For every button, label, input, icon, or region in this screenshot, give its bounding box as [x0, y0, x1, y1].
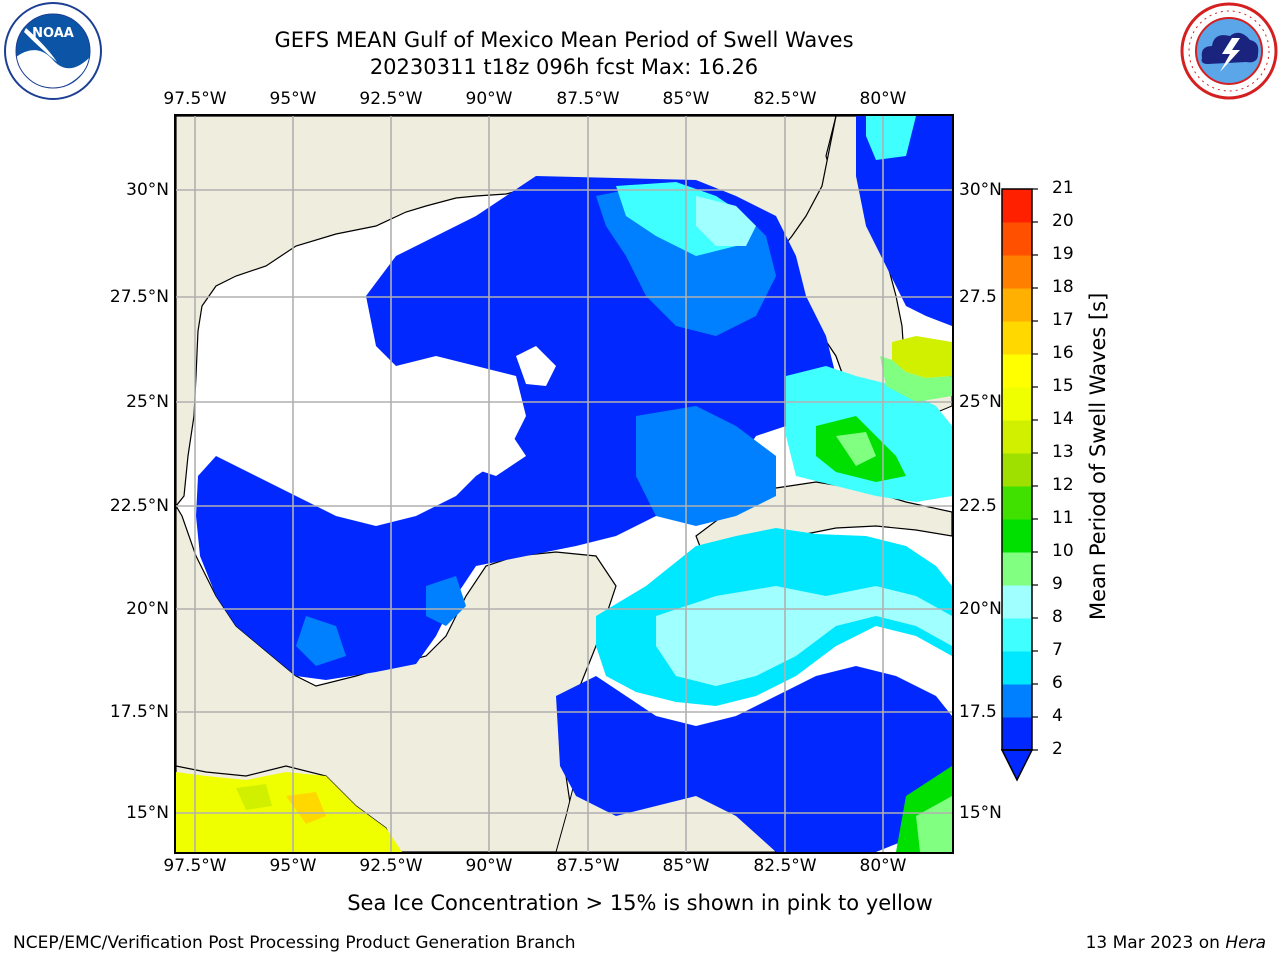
lon-label-bottom: 87.5°W [556, 856, 620, 876]
colorbar-tick-label: 8 [1052, 607, 1063, 627]
colorbar-frame [1001, 188, 1033, 751]
lat-label-left: 25°N [126, 392, 169, 412]
lon-label-bottom: 92.5°W [359, 856, 423, 876]
colorbar-tick-label: 4 [1052, 706, 1063, 726]
colorbar-band [1002, 717, 1032, 751]
colorbar-tick-label: 19 [1052, 244, 1074, 264]
colorbar-label: Mean Period of Swell Waves [s] [1086, 292, 1110, 620]
colorbar-band [1002, 651, 1032, 685]
lat-label-right: 17.5 [959, 702, 997, 722]
colorbar-band [1002, 453, 1032, 487]
lat-label-right: 27.5 [959, 287, 997, 307]
colorbar-tick-label: 11 [1052, 508, 1074, 528]
lon-label-top: 90°W [465, 89, 513, 109]
pacific-yellow-band [176, 772, 402, 852]
colorbar-tick-label: 10 [1052, 541, 1074, 561]
colorbar-tick-label: 12 [1052, 475, 1074, 495]
colorbar-band [1002, 288, 1032, 322]
swell-period-map [174, 114, 954, 854]
colorbar-band [1002, 519, 1032, 553]
lat-label-right: 30°N [959, 180, 1002, 200]
lon-label-top: 85°W [662, 89, 710, 109]
colorbar-band [1002, 420, 1032, 454]
title-line-1: GEFS MEAN Gulf of Mexico Mean Period of … [274, 28, 854, 52]
lon-label-bottom: 82.5°W [753, 856, 817, 876]
colorbar-band [1002, 552, 1032, 586]
lat-label-right: 22.5 [959, 496, 997, 516]
colorbar-tick-label: 2 [1052, 739, 1063, 759]
colorbar-band [1002, 189, 1032, 223]
colorbar-band [1002, 684, 1032, 718]
lat-label-left: 22.5°N [109, 496, 169, 516]
swell-green-bahamas [880, 356, 952, 402]
graticule [176, 116, 952, 852]
lat-label-right: 20°N [959, 599, 1002, 619]
lon-label-top: 87.5°W [556, 89, 620, 109]
colorbar-extend-arrow [1000, 749, 1034, 782]
lat-label-left: 17.5°N [109, 702, 169, 722]
lon-label-bottom: 80°W [859, 856, 907, 876]
title-line-2: 20230311 t18z 096h fcst Max: 16.26 [369, 55, 759, 79]
lon-label-top: 80°W [859, 89, 907, 109]
colorbar-tick-label: 14 [1052, 409, 1074, 429]
colorbar-band [1002, 585, 1032, 619]
colorbar-tick-label: 18 [1052, 277, 1074, 297]
colorbar-band [1002, 387, 1032, 421]
lon-label-top: 82.5°W [753, 89, 817, 109]
nws-logo [1178, 2, 1280, 100]
lon-label-top: 92.5°W [359, 89, 423, 109]
colorbar-tick-label: 16 [1052, 343, 1074, 363]
colorbar-tick-label: 15 [1052, 376, 1074, 396]
noaa-logo-text: NOAA [32, 26, 74, 41]
colorbar-band [1002, 618, 1032, 652]
lat-label-left: 30°N [126, 180, 169, 200]
colorbar-band [1002, 354, 1032, 388]
swell-yellow-bahamas [892, 336, 952, 378]
colorbar [1000, 186, 1060, 786]
colorbar-band [1002, 255, 1032, 289]
colorbar-tick-label: 9 [1052, 574, 1063, 594]
lat-label-right: 25°N [959, 392, 1002, 412]
footer-date-text: 13 Mar 2023 on [1085, 933, 1226, 953]
colorbar-band [1002, 486, 1032, 520]
lon-label-bottom: 90°W [465, 856, 513, 876]
lon-label-top: 97.5°W [163, 89, 227, 109]
swell-blue-atlantic [856, 116, 952, 326]
lat-label-left: 27.5°N [109, 287, 169, 307]
lat-label-left: 15°N [126, 803, 169, 823]
colorbar-tick-label: 6 [1052, 673, 1063, 693]
noaa-logo: NOAA [2, 2, 104, 100]
colorbar-tick-label: 13 [1052, 442, 1074, 462]
footer-date: 13 Mar 2023 on Hera [1086, 933, 1266, 953]
lon-label-bottom: 95°W [269, 856, 317, 876]
colorbar-band [1002, 222, 1032, 256]
colorbar-tick-label: 21 [1052, 178, 1074, 198]
sea-ice-caption: Sea Ice Concentration > 15% is shown in … [347, 891, 933, 915]
lon-label-bottom: 97.5°W [163, 856, 227, 876]
lon-label-bottom: 85°W [662, 856, 710, 876]
colorbar-tick-label: 17 [1052, 310, 1074, 330]
lat-label-right: 15°N [959, 803, 1002, 823]
swell-lightcyan-caribbean [656, 586, 952, 686]
colorbar-tick-label: 7 [1052, 640, 1063, 660]
footer-host: Hera [1225, 933, 1266, 953]
swell-midblue-center [636, 406, 776, 526]
footer-credit: NCEP/EMC/Verification Post Processing Pr… [13, 933, 576, 953]
lat-label-left: 20°N [126, 599, 169, 619]
pacific-orange-spots [286, 792, 326, 824]
colorbar-tick-label: 20 [1052, 211, 1074, 231]
colorbar-band [1002, 321, 1032, 355]
lon-label-top: 95°W [269, 89, 317, 109]
